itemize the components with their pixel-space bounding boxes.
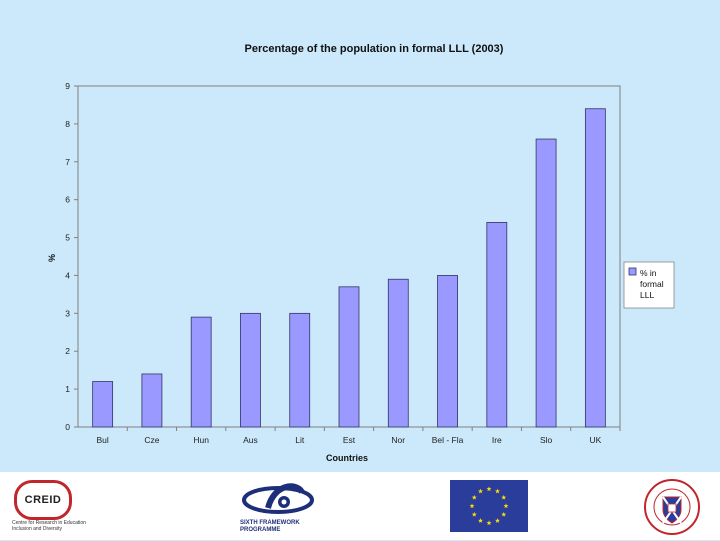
bar-nor [387,278,409,428]
y-tick-label: 6 [65,195,70,205]
x-axis-label: Countries [326,453,368,463]
eu-star-icon [501,511,507,517]
sixth-framework-logo: SIXTH FRAMEWORK PROGRAMME [238,478,348,538]
x-tick-label: Hun [193,435,209,445]
bar-chart: Percentage of the population in formal L… [47,43,675,463]
legend-line-2: formal [640,279,664,289]
y-tick-label: 4 [65,270,70,280]
legend-box [623,261,675,309]
creid-logo: CREID Centre for Research in Education I… [8,478,98,538]
bar-bel-fla [437,275,458,428]
y-axis: 0 1 2 3 4 5 6 7 8 9 [65,81,78,432]
bar-slo [535,138,557,428]
sixth-framework-text: SIXTH FRAMEWORK PROGRAMME [240,520,340,534]
university-seal-emblem [644,479,700,535]
x-axis: Bul Cze Hun Aus Lit Est Nor Bel - Fla Ire Slo UK [96,427,621,445]
x-tick-label: Aus [243,435,258,445]
x-tick-label: Nor [391,435,405,445]
legend-swatch [628,267,637,276]
creid-wordmark: CREID [24,494,62,506]
eu-star-icon [478,518,483,523]
x-tick-label: Bul [96,435,108,445]
x-tick-label: Bel - Fla [432,435,464,445]
eu-star-icon [486,520,492,526]
eu-star-icon [486,486,492,492]
bar-bul [92,381,114,428]
sixth-framework-line-1: SIXTH FRAMEWORK [240,520,300,526]
eu-star-icon [469,503,475,509]
x-tick-label: Ire [492,435,502,445]
legend: % in formal LLL [623,261,675,309]
legend-line-3: LLL [640,290,654,300]
y-tick-label: 9 [65,81,70,91]
bar-uk [584,108,606,428]
creid-badge: CREID [14,480,72,520]
x-tick-label: Cze [144,435,159,445]
sixth-framework-emblem [242,483,314,514]
x-tick-label: Est [343,435,356,445]
x-tick-label: Lit [295,435,305,445]
eu-flag-icon [450,480,528,532]
eu-star-icon [471,511,477,517]
bar-hun [190,316,212,428]
y-tick-label: 5 [65,233,70,243]
bar-cze [141,373,163,428]
university-seal-icon [642,478,702,536]
footer-logos: CREID Centre for Research in Education I… [0,472,720,540]
chart-title: Percentage of the population in formal L… [245,43,504,55]
eu-star-icon [495,488,500,494]
eu-star-icon [478,488,483,494]
sixth-framework-line-2: PROGRAMME [240,527,281,533]
eu-star-icon [471,494,477,500]
bar-aus [240,312,261,428]
y-tick-label: 8 [65,119,70,129]
bar-series [92,108,606,428]
slide-area: Percentage of the population in formal L… [47,43,675,463]
y-axis-label: % [47,254,57,262]
eu-star-icon [495,518,500,523]
bar-lit [289,312,311,428]
y-tick-label: 2 [65,346,70,356]
x-tick-label: Slo [540,435,553,445]
bar-est [338,286,360,428]
y-tick-label: 3 [65,308,70,318]
y-tick-label: 1 [65,384,70,394]
y-tick-label: 7 [65,157,70,167]
eu-stars [469,486,509,526]
eu-star-icon [503,503,509,509]
legend-line-1: % in [640,268,657,278]
bar-ire [486,221,508,428]
creid-caption: Centre for Research in Education Inclusi… [12,520,86,532]
x-tick-label: UK [589,435,601,445]
y-tick-label: 0 [65,422,70,432]
eu-star-icon [501,494,507,500]
